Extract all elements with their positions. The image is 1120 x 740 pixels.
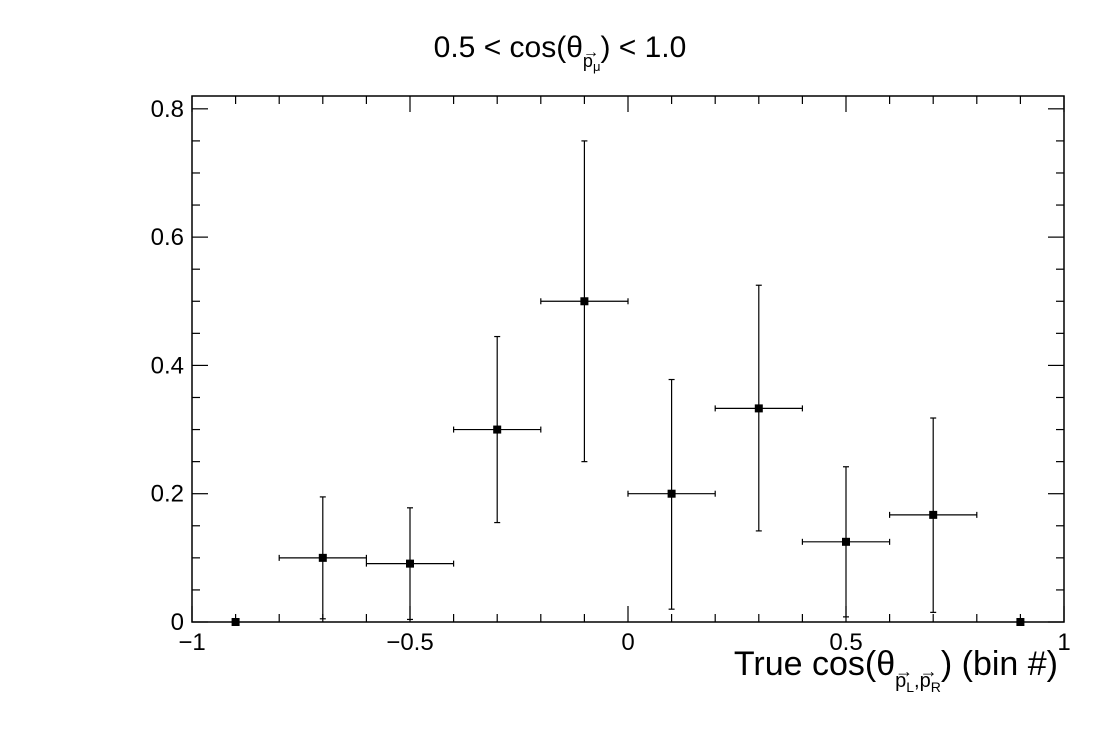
xlabel-index-L: L: [906, 679, 915, 695]
data-point: [929, 510, 938, 519]
xlabel-comma: ,: [914, 670, 920, 692]
y-tick-label: 0.4: [151, 352, 184, 379]
data-point: [754, 404, 763, 413]
x-tick-label: 0.5: [829, 629, 862, 656]
xlabel-vector-pR: p: [920, 649, 938, 703]
data-point: [406, 559, 414, 568]
xlabel-vector-pL: p: [895, 649, 913, 703]
xlabel-suffix: ) (bin #): [940, 645, 1058, 683]
data-point: [231, 618, 240, 626]
data-point: [1016, 618, 1025, 626]
title-prefix: 0.5 < cos(θ: [433, 31, 583, 64]
xlabel-prefix: True cos(θ: [733, 645, 896, 683]
x-tick-label: 0: [621, 629, 634, 656]
data-point: [667, 489, 676, 498]
title-vector-index: μ: [592, 59, 601, 74]
data-point: [318, 553, 327, 562]
y-tick-label: 0: [171, 609, 184, 636]
y-tick-label: 0.8: [151, 96, 184, 123]
title-subscript: pμ: [583, 32, 601, 74]
data-point: [493, 425, 502, 434]
x-tick-label: 1: [1057, 629, 1070, 656]
data-point: [842, 537, 850, 546]
x-tick-label: −1: [178, 629, 205, 656]
x-axis-label: True cos(θpL,pR) (bin #): [733, 642, 1058, 695]
xlabel-subscript: pL,pR: [895, 649, 941, 695]
title-vector-p: p: [583, 32, 599, 81]
data-point: [580, 297, 589, 306]
title-suffix: ) < 1.0: [600, 31, 687, 64]
chart-title: 0.5 < cos(θpμ) < 1.0: [0, 28, 1120, 74]
xlabel-index-R: R: [930, 679, 941, 695]
y-tick-label: 0.6: [151, 224, 184, 251]
x-tick-label: −0.5: [386, 629, 433, 656]
y-tick-label: 0.2: [151, 481, 184, 508]
